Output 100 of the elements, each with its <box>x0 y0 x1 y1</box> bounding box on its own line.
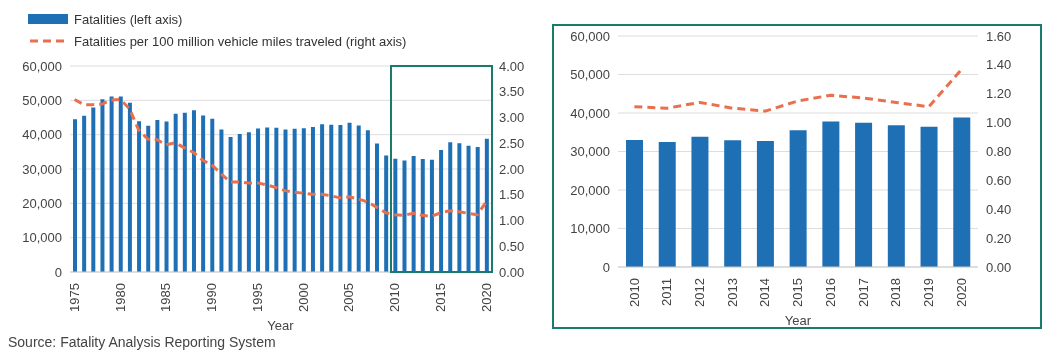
y2-tick-label: 0.60 <box>986 172 1012 188</box>
y-tick-label: 50,000 <box>22 92 62 108</box>
bar <box>191 110 196 272</box>
y2-tick-label: 1.40 <box>986 57 1012 73</box>
y2-tick-label: 0.40 <box>986 201 1012 217</box>
y-tick-label: 20,000 <box>22 195 62 211</box>
y2-tick-label: 0.50 <box>499 238 525 254</box>
bar <box>274 127 279 272</box>
x-tick-label: 1975 <box>66 283 82 312</box>
y-tick-label: 20,000 <box>570 182 610 198</box>
bar <box>365 130 370 272</box>
bar <box>756 141 774 267</box>
y-tick-label: 60,000 <box>22 58 62 74</box>
bar <box>320 124 325 272</box>
bar <box>109 96 114 272</box>
y2-tick-label: 1.00 <box>986 115 1012 131</box>
bar <box>822 121 840 267</box>
x-tick-label: 2000 <box>295 283 311 312</box>
y2-tick-label: 2.50 <box>499 135 525 151</box>
y2-tick-label: 3.50 <box>499 84 525 100</box>
y2-tick-label: 0.00 <box>986 259 1012 275</box>
x-tick-label: 2015 <box>790 278 806 307</box>
y-tick-label: 30,000 <box>570 144 610 160</box>
bar <box>146 125 151 272</box>
bar <box>402 160 407 272</box>
y2-tick-label: 1.20 <box>986 86 1012 102</box>
bar <box>484 138 489 272</box>
bar <box>920 126 938 267</box>
source-note: Source: Fatality Analysis Reporting System <box>8 334 277 350</box>
bar <box>173 113 178 272</box>
x-tick-label: 2015 <box>432 283 448 312</box>
x-tick-label: 2017 <box>855 278 871 307</box>
legend-label: Fatalities (left axis) <box>74 11 183 27</box>
bar <box>855 122 873 267</box>
x-tick-label: 2010 <box>626 278 642 307</box>
bar <box>411 155 416 272</box>
bar <box>448 142 453 272</box>
x-axis-title: Year <box>267 318 295 333</box>
bar <box>155 119 160 272</box>
bar <box>100 99 105 272</box>
y2-tick-label: 0.80 <box>986 144 1012 160</box>
y-tick-label: 10,000 <box>570 221 610 237</box>
bar <box>201 115 206 272</box>
bar <box>127 102 132 272</box>
y2-tick-label: 4.00 <box>499 58 525 74</box>
bar <box>393 158 398 272</box>
bar <box>292 128 297 272</box>
bar <box>301 128 306 272</box>
y-tick-label: 10,000 <box>22 230 62 246</box>
bar <box>73 119 77 272</box>
line-series <box>73 97 488 218</box>
bar <box>182 112 187 272</box>
x-tick-label: 1985 <box>158 283 174 312</box>
x-tick-label: 2019 <box>921 278 937 307</box>
bar <box>356 125 361 272</box>
y2-tick-label: 1.00 <box>499 213 525 229</box>
x-tick-label: 2011 <box>659 278 675 306</box>
y2-tick-label: 3.00 <box>499 110 525 126</box>
y-tick-label: 0 <box>54 264 62 280</box>
bar <box>310 127 315 272</box>
y-tick-label: 30,000 <box>22 161 62 177</box>
bar <box>210 118 215 272</box>
y-tick-label: 40,000 <box>570 105 610 121</box>
bar <box>137 121 142 272</box>
x-tick-label: 2016 <box>822 278 838 307</box>
bar <box>347 122 352 272</box>
bar <box>457 143 462 272</box>
bar <box>256 128 261 272</box>
x-tick-label: 2012 <box>692 278 708 307</box>
bar <box>420 159 425 272</box>
x-tick-label: 1990 <box>204 283 220 312</box>
bar <box>118 96 123 272</box>
x-tick-label: 2010 <box>387 283 403 312</box>
bar <box>475 147 480 272</box>
y-tick-label: 0 <box>602 259 610 275</box>
x-tick-label: 2020 <box>953 278 969 307</box>
y-tick-label: 60,000 <box>570 28 610 44</box>
bar <box>265 127 270 272</box>
bar <box>237 133 242 272</box>
bar <box>691 136 709 267</box>
line-series <box>632 67 964 113</box>
x-axis-title: Year <box>784 313 812 328</box>
bar <box>375 143 380 272</box>
bar <box>91 107 96 272</box>
bar <box>246 132 251 272</box>
bar <box>82 115 87 272</box>
x-tick-label: 2005 <box>341 283 357 312</box>
bar <box>164 121 169 272</box>
y2-tick-label: 1.50 <box>499 187 525 203</box>
x-tick-label: 2014 <box>757 278 773 307</box>
x-tick-label: 1980 <box>112 283 128 312</box>
x-tick-label: 2020 <box>478 283 494 312</box>
bar <box>953 117 971 267</box>
y2-tick-label: 2.00 <box>499 161 525 177</box>
bar <box>789 130 807 267</box>
y-tick-label: 40,000 <box>22 127 62 143</box>
bar <box>724 140 742 267</box>
bar <box>887 125 905 267</box>
bar <box>283 129 288 272</box>
y2-tick-label: 0.00 <box>499 264 525 280</box>
